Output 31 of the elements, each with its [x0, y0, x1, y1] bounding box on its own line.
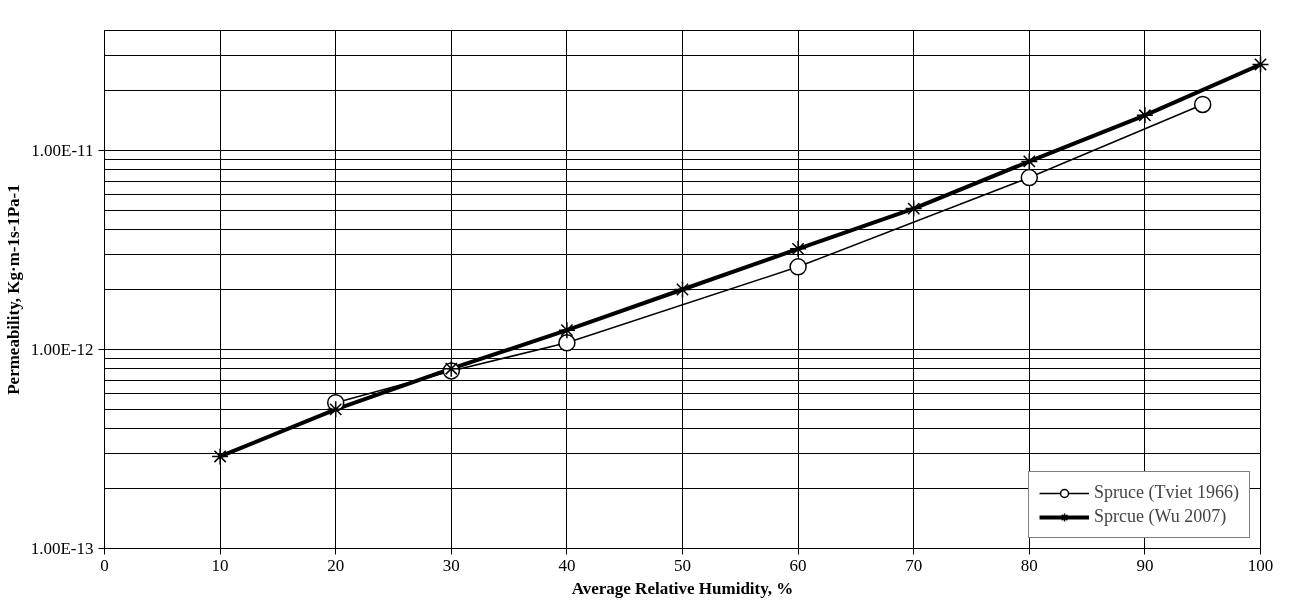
x-tick-label: 10: [211, 555, 229, 575]
x-tick-label: 50: [674, 555, 691, 575]
x-tick-label: 80: [1020, 555, 1038, 575]
y-axis-title: Permeability, Kg·m-1s-1Pa-1: [3, 184, 23, 395]
x-tick-label: 40: [558, 555, 576, 575]
x-tick-label: 70: [905, 555, 923, 575]
x-tick-label: 60: [789, 555, 807, 575]
x-tick-label: 100: [1247, 555, 1274, 575]
y-tick-label: 1.00E-11: [31, 140, 94, 160]
x-tick-label: 20: [327, 555, 345, 575]
y-tick-label: 1.00E-12: [30, 339, 94, 359]
point: [1193, 95, 1212, 114]
point: [558, 334, 576, 352]
point: [1020, 152, 1039, 171]
legend-label: Spruce (Tviet 1966): [1094, 482, 1239, 503]
point: [558, 321, 576, 339]
point: [1251, 55, 1270, 74]
point: [789, 258, 807, 276]
y-tick-label: 1.00E-13: [30, 539, 94, 558]
point: [211, 447, 229, 466]
point: [326, 400, 345, 419]
x-axis-title: Average Relative Humidity, %: [571, 578, 794, 598]
x-tick-label: 90: [1136, 555, 1154, 575]
point: [904, 199, 923, 218]
point: [673, 280, 692, 299]
x-tick-label: 0: [100, 555, 109, 575]
x-tick-label: 30: [442, 555, 460, 575]
legend-label: Sprcue (Wu 2007): [1094, 506, 1227, 527]
point: [1020, 168, 1039, 187]
point: [789, 240, 807, 258]
point: [1136, 106, 1154, 125]
